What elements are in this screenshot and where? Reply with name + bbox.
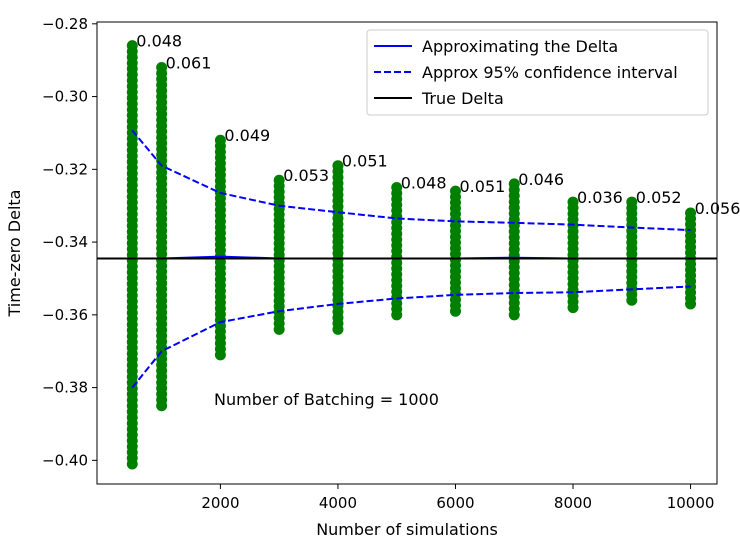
scatter-point — [567, 196, 579, 208]
legend-box — [366, 29, 709, 116]
y-tick-label: −0.32 — [42, 160, 88, 178]
scatter-point — [126, 40, 138, 52]
max-value-label: 0.061 — [166, 54, 212, 73]
x-axis-label: Number of simulations — [316, 520, 498, 539]
max-value-label: 0.036 — [577, 188, 623, 207]
x-tick-label: 10000 — [667, 494, 715, 512]
y-axis-label: Time-zero Delta — [5, 190, 24, 318]
y-axis: −0.28 −0.30 −0.32 −0.34 −0.36 −0.38 −0.40 — [42, 15, 97, 469]
legend-label-true: True Delta — [421, 89, 504, 108]
max-value-label: 0.051 — [342, 152, 388, 171]
data-labels: 0.048 0.061 0.049 0.053 0.051 0.048 0.051 0.046… — [136, 32, 740, 218]
scatter-point — [273, 174, 285, 186]
legend-label-approx: Approximating the Delta — [422, 37, 618, 56]
series-lines — [97, 129, 717, 389]
scatter-point — [156, 61, 168, 73]
scatter-point — [332, 160, 344, 172]
x-tick-label: 4000 — [319, 494, 357, 512]
x-tick-label: 2000 — [201, 494, 239, 512]
legend: Approximating the Delta Approx 95% confi… — [366, 29, 709, 116]
scatter-point — [214, 134, 226, 146]
max-value-label: 0.051 — [460, 177, 506, 196]
max-value-label: 0.052 — [636, 188, 682, 207]
ci-lower-line — [131, 285, 691, 389]
y-tick-label: −0.40 — [42, 451, 88, 469]
max-value-label: 0.046 — [518, 170, 564, 189]
y-tick-label: −0.36 — [42, 306, 88, 324]
y-tick-label: −0.30 — [42, 88, 88, 106]
legend-label-ci: Approx 95% confidence interval — [422, 63, 678, 82]
y-tick-label: −0.38 — [42, 379, 88, 397]
plot-frame — [96, 21, 718, 485]
x-tick-label: 8000 — [554, 494, 592, 512]
y-tick-label: −0.28 — [42, 15, 88, 33]
max-value-label: 0.048 — [136, 32, 182, 51]
x-tick-label: 6000 — [436, 494, 474, 512]
scatter-point — [685, 207, 697, 219]
max-value-label: 0.048 — [401, 174, 447, 193]
y-tick-label: −0.34 — [42, 233, 88, 251]
max-value-label: 0.049 — [224, 126, 270, 145]
x-axis: 2000 4000 6000 8000 10000 — [201, 484, 714, 512]
scatter-point — [391, 182, 403, 194]
ci-upper-line — [131, 129, 691, 232]
scatter-point — [508, 178, 520, 190]
annotation-text: Number of Batching = 1000 — [214, 390, 439, 409]
max-value-label: 0.053 — [283, 166, 329, 185]
scatter-point — [626, 196, 638, 208]
scatter-point — [449, 185, 461, 197]
